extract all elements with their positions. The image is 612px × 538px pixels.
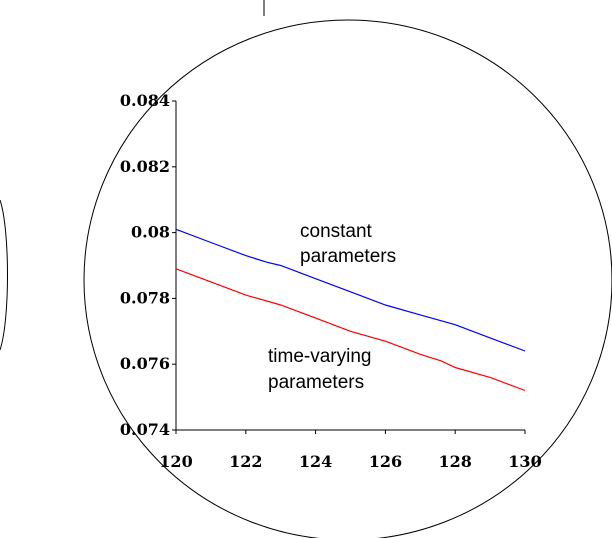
x-tick-label: 126 [369, 452, 402, 471]
annotation-time-varying-line-2: parameters [268, 372, 364, 393]
x-tick-label: 128 [438, 452, 471, 471]
large-ellipse [83, 19, 612, 538]
x-tick-label: 122 [229, 452, 262, 471]
annotation-constant-line-2: parameters [300, 246, 396, 267]
x-tick-label: 130 [508, 452, 541, 471]
y-tick-label: 0.084 [120, 91, 170, 110]
left-ellipse-arc [0, 199, 8, 351]
x-tick-label: 124 [299, 452, 332, 471]
chart-ticks: 0.074 0.076 0.078 0.08 0.082 0.084 120 122 124 12… [120, 91, 542, 471]
annotation-constant-line-1: constant [300, 221, 373, 242]
y-tick-label: 0.076 [120, 354, 170, 373]
series-line-2 [175, 268, 526, 392]
chart-series [175, 228, 526, 392]
y-tick-label: 0.08 [131, 223, 170, 242]
annotation-time-varying-line-1: time-varying [268, 346, 371, 367]
y-tick-label: 0.078 [120, 288, 170, 307]
y-tick-label: 0.082 [120, 157, 170, 176]
series-line-1 [175, 228, 526, 352]
y-tick-label: 0.074 [120, 420, 170, 439]
chart-axes [175, 101, 525, 431]
x-tick-label: 120 [159, 452, 192, 471]
